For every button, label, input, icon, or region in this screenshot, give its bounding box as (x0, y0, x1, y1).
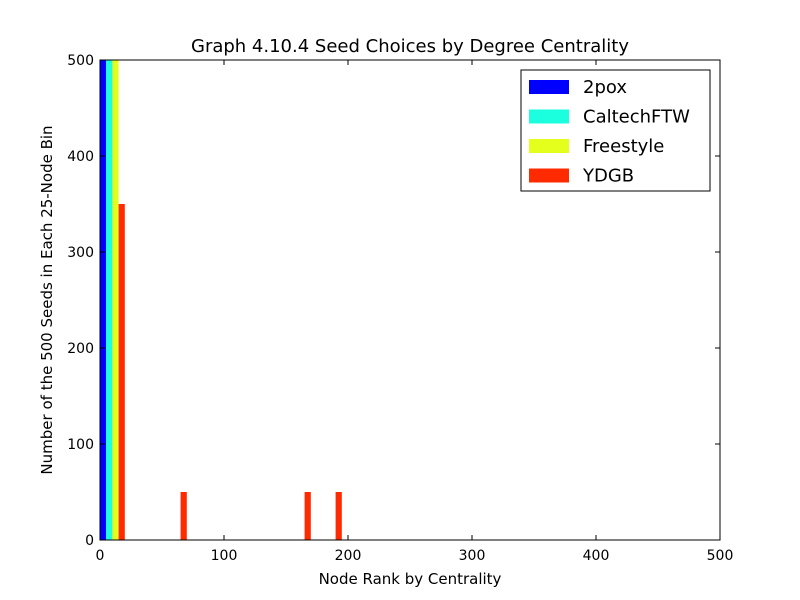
bar-2pox-0 (100, 60, 107, 540)
y-tick-label: 100 (67, 437, 94, 453)
bar-ydgb-2 (304, 492, 311, 540)
legend: 2pox CaltechFTW Freestyle YDGB (520, 69, 711, 192)
legend-label-caltechftw: CaltechFTW (583, 107, 690, 128)
bar-ydgb-0 (118, 204, 125, 540)
x-tick-label: 400 (583, 548, 610, 564)
legend-label-ydgb: YDGB (582, 166, 634, 187)
plot-frame (99, 59, 721, 541)
legend-swatch-caltechftw (529, 109, 569, 124)
x-tick-label: 200 (335, 548, 362, 564)
x-tick-label: 100 (211, 548, 238, 564)
bar-ydgb-3 (335, 492, 342, 540)
legend-swatch-freestyle (529, 139, 569, 153)
x-tick-label: 500 (707, 548, 734, 564)
x-tick-label: 300 (459, 548, 486, 564)
legend-label-freestyle: Freestyle (583, 136, 664, 157)
y-tick-label: 300 (67, 245, 94, 261)
legend-label-2pox: 2pox (583, 77, 627, 98)
bars-layer (100, 60, 342, 540)
y-axis-title: Number of the 500 Seeds in Each 25-Node … (38, 125, 56, 474)
chart-title: Graph 4.10.4 Seed Choices by Degree Cent… (191, 36, 629, 57)
bar-freestyle-0 (112, 60, 119, 540)
x-axis-title: Node Rank by Centrality (319, 570, 502, 588)
x-tick-label: 0 (96, 548, 105, 564)
y-tick-label: 200 (67, 341, 94, 357)
legend-swatch-ydgb (529, 168, 569, 183)
y-tick-label: 500 (67, 53, 94, 69)
legend-swatch-2pox (529, 80, 569, 94)
bar-ydgb-1 (180, 492, 187, 540)
y-tick-label: 400 (67, 149, 94, 165)
bar-caltechftw-0 (106, 60, 113, 540)
ticks-layer: 0 100 200 300 400 500 0 100 200 300 400 500 (67, 53, 733, 564)
y-tick-label: 0 (85, 533, 94, 549)
